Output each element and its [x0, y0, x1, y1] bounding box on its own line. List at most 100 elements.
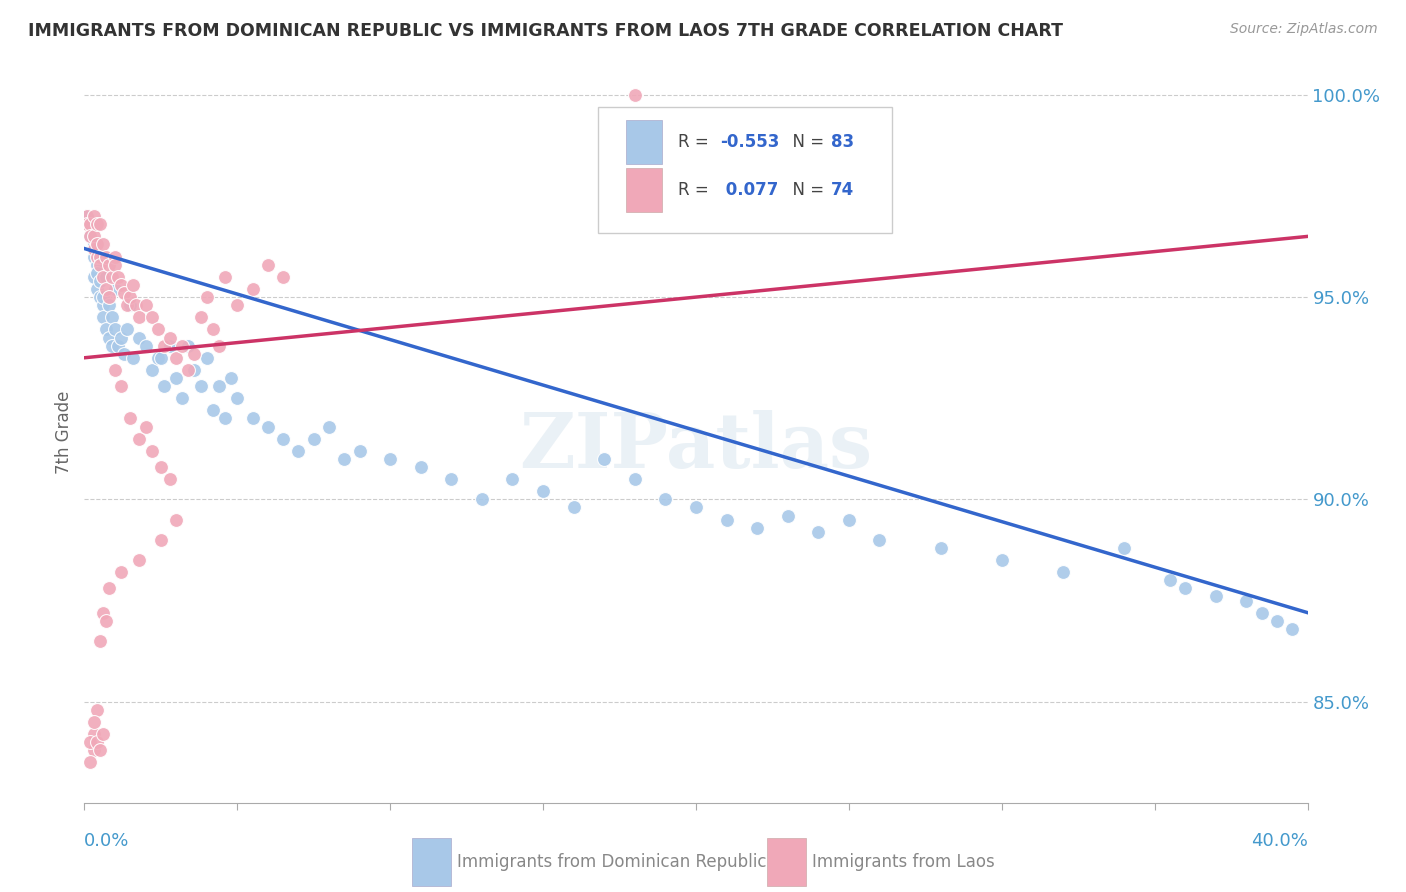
Point	[271, 269, 294, 284]
Point	[101, 338, 124, 352]
Y-axis label: 7th Grade: 7th Grade	[55, 391, 73, 475]
Point	[214, 411, 236, 425]
Point	[242, 411, 264, 425]
Point	[257, 258, 280, 272]
Text: 0.0%: 0.0%	[84, 832, 129, 850]
Text: -0.553: -0.553	[720, 133, 780, 151]
Point	[101, 269, 124, 284]
Point	[91, 606, 114, 620]
Point	[929, 541, 952, 555]
Point	[183, 347, 205, 361]
Point	[149, 533, 172, 547]
Point	[79, 217, 101, 231]
Point	[135, 338, 157, 352]
Point	[201, 322, 224, 336]
Text: R =: R =	[678, 133, 714, 151]
Point	[86, 703, 108, 717]
Point	[94, 250, 117, 264]
Point	[153, 379, 176, 393]
Point	[91, 290, 114, 304]
Point	[76, 209, 98, 223]
Point	[177, 338, 200, 352]
Point	[97, 298, 120, 312]
Point	[104, 258, 127, 272]
Point	[104, 282, 127, 296]
Point	[94, 269, 117, 284]
FancyBboxPatch shape	[766, 838, 806, 886]
Point	[91, 237, 114, 252]
Point	[128, 553, 150, 567]
Point	[869, 533, 891, 547]
Point	[531, 484, 554, 499]
Point	[104, 322, 127, 336]
Point	[104, 250, 127, 264]
Text: 40.0%: 40.0%	[1251, 832, 1308, 850]
Point	[146, 322, 169, 336]
Point	[149, 351, 172, 365]
Point	[91, 310, 114, 325]
Point	[83, 714, 105, 729]
Point	[190, 310, 212, 325]
Point	[89, 290, 111, 304]
Point	[89, 258, 111, 272]
Point	[120, 290, 142, 304]
Point	[257, 419, 280, 434]
Point	[83, 250, 105, 264]
Point	[716, 513, 738, 527]
Point	[838, 513, 860, 527]
Point	[112, 347, 135, 361]
FancyBboxPatch shape	[626, 169, 662, 212]
Point	[141, 363, 163, 377]
Text: IMMIGRANTS FROM DOMINICAN REPUBLIC VS IMMIGRANTS FROM LAOS 7TH GRADE CORRELATION: IMMIGRANTS FROM DOMINICAN REPUBLIC VS IM…	[28, 22, 1063, 40]
Point	[624, 472, 647, 486]
Point	[208, 379, 231, 393]
Point	[318, 419, 340, 434]
Point	[110, 330, 132, 344]
Point	[302, 432, 325, 446]
Point	[183, 363, 205, 377]
Point	[141, 310, 163, 325]
Point	[149, 460, 172, 475]
Point	[91, 298, 114, 312]
Point	[110, 379, 132, 393]
Point	[122, 351, 145, 365]
FancyBboxPatch shape	[598, 107, 891, 233]
Point	[172, 391, 194, 405]
Point	[208, 338, 231, 352]
Point	[94, 282, 117, 296]
Point	[89, 634, 111, 648]
Point	[89, 217, 111, 231]
Point	[110, 277, 132, 292]
Point	[333, 451, 356, 466]
Point	[128, 432, 150, 446]
Point	[153, 338, 176, 352]
Point	[440, 472, 463, 486]
Point	[76, 209, 98, 223]
Point	[195, 351, 218, 365]
Point	[86, 237, 108, 252]
Point	[1236, 593, 1258, 607]
Text: 83: 83	[831, 133, 853, 151]
Point	[83, 727, 105, 741]
Point	[112, 286, 135, 301]
Point	[226, 391, 249, 405]
Point	[107, 269, 129, 284]
Point	[409, 460, 432, 475]
Point	[201, 403, 224, 417]
Text: R =: R =	[678, 181, 714, 199]
Point	[141, 443, 163, 458]
Point	[471, 492, 494, 507]
Point	[1265, 614, 1288, 628]
Text: ZIPatlas: ZIPatlas	[519, 410, 873, 484]
Point	[86, 258, 108, 272]
Point	[86, 282, 108, 296]
Point	[562, 500, 585, 515]
Point	[120, 298, 142, 312]
Point	[79, 735, 101, 749]
Point	[91, 269, 114, 284]
Point	[165, 351, 187, 365]
Point	[1159, 574, 1181, 588]
Text: Immigrants from Dominican Republic: Immigrants from Dominican Republic	[457, 853, 766, 871]
Point	[287, 443, 309, 458]
Point	[242, 282, 264, 296]
